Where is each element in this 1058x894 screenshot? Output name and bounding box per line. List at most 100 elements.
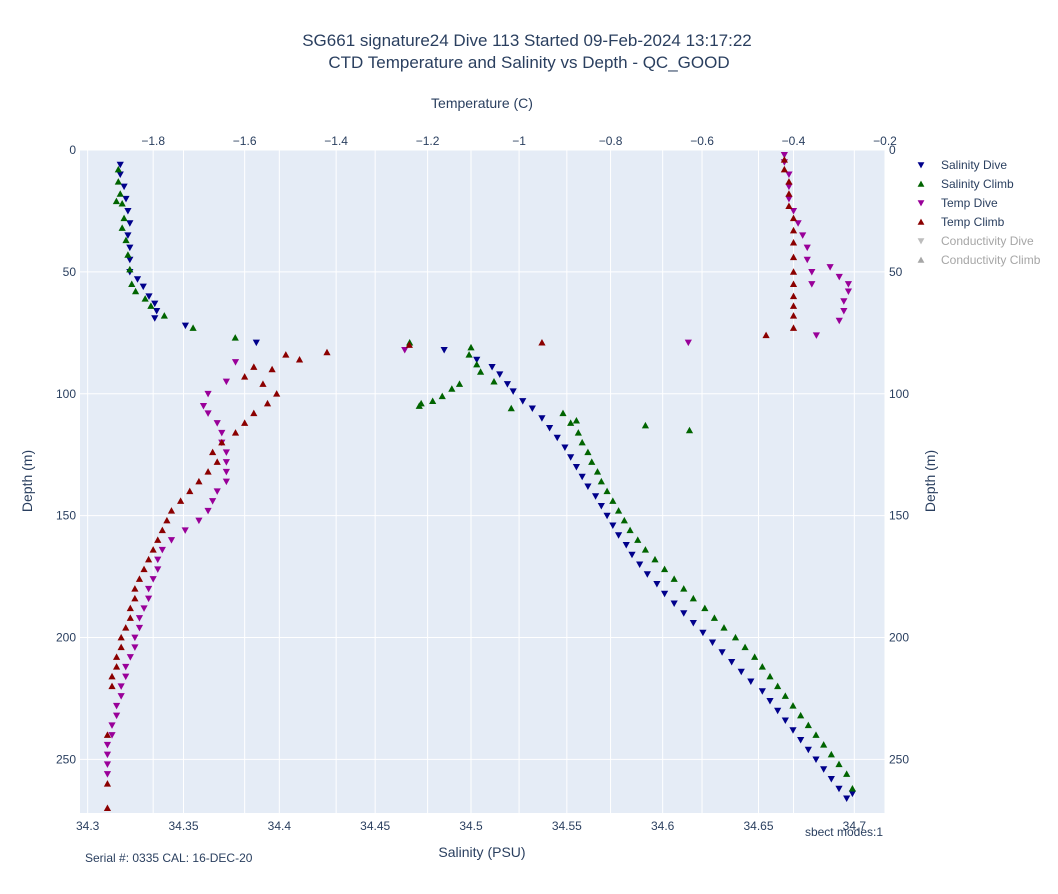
temp-climb-point — [789, 302, 798, 309]
temp-dive-point — [204, 390, 212, 398]
legend-label: Salinity Dive — [941, 158, 1007, 172]
salinity-climb-point — [685, 426, 694, 434]
temp-dive-point — [131, 644, 139, 651]
temp-dive-point — [222, 449, 230, 456]
temp-dive-point — [835, 273, 843, 281]
salinity-dive-point — [774, 707, 782, 715]
temp-climb-point — [785, 190, 793, 197]
temp-dive-point — [231, 359, 240, 366]
temp-dive-point — [103, 761, 112, 768]
salinity-dive-point — [122, 195, 130, 203]
salinity-dive-point — [181, 322, 190, 330]
depth-tick-label-right: 150 — [889, 509, 909, 523]
temp-climb-point — [186, 487, 194, 495]
salinity-dive-point — [660, 590, 669, 598]
depth-axis-title-left: Depth (m) — [19, 450, 35, 512]
salinity-climb-point — [848, 785, 857, 792]
temp-climb-point — [126, 614, 134, 621]
temp-dive-point — [826, 264, 834, 271]
salinity-tick-label: 34.4 — [268, 819, 292, 833]
salinity-dive-point — [509, 388, 517, 395]
salinity-climb-point — [448, 385, 456, 392]
temp-climb-point — [163, 516, 171, 524]
salinity-dive-point — [120, 183, 128, 191]
salinity-dive-point — [116, 161, 124, 169]
temp-climb-point — [126, 604, 134, 612]
legend-item-salinity-dive[interactable]: Salinity Dive — [917, 158, 1008, 172]
salinity-climb-point — [438, 392, 446, 400]
temp-climb-point — [789, 312, 798, 319]
temp-dive-point — [145, 595, 153, 603]
temp-climb-point — [112, 653, 121, 660]
salinity-climb-point — [126, 265, 134, 273]
salinity-tick-label: 34.45 — [360, 819, 390, 833]
temp-dive-point — [844, 288, 853, 295]
data-markers — [103, 151, 857, 812]
salinity-dive-point — [591, 493, 600, 500]
salinity-dive-point — [708, 639, 717, 646]
salinity-dive-point — [561, 444, 569, 451]
temperature-tick-label: −1.6 — [233, 134, 257, 148]
temp-climb-point — [103, 731, 112, 738]
salinity-climb-point — [626, 526, 634, 534]
salinity-climb-point — [507, 404, 515, 412]
salinity-tick-label: 34.65 — [743, 819, 773, 833]
salinity-climb-point — [559, 409, 567, 417]
temp-dive-point — [131, 634, 139, 642]
salinity-dive-point — [572, 463, 581, 471]
temp-climb-point — [218, 438, 226, 446]
legend-item-temp-climb[interactable]: Temp Climb — [917, 215, 1005, 229]
temp-climb-point — [149, 546, 157, 553]
salinity-dive-point — [603, 512, 611, 520]
temp-dive-point — [126, 654, 134, 661]
temp-climb-point — [273, 390, 281, 397]
legend-label: Temp Dive — [941, 196, 998, 210]
temp-dive-series — [103, 151, 853, 778]
salinity-dive-point — [538, 415, 546, 422]
salinity-dive-point — [488, 364, 496, 371]
salinity-dive-point — [636, 561, 644, 568]
temp-dive-point — [808, 268, 816, 276]
salinity-climb-point — [118, 200, 126, 207]
salinity-climb-point — [465, 351, 473, 358]
salinity-dive-point — [584, 483, 592, 490]
temp-dive-point — [154, 566, 162, 573]
salinity-climb-point — [597, 477, 605, 485]
temp-climb-point — [785, 178, 793, 185]
salinity-climb-point — [835, 760, 843, 768]
salinity-dive-point — [528, 405, 536, 412]
salinity-dive-point — [797, 736, 805, 744]
temp-dive-point — [103, 741, 112, 749]
temperature-tick-label: −0.2 — [873, 134, 897, 148]
temp-dive-point — [158, 546, 166, 554]
temp-climb-point — [167, 507, 176, 514]
legend-marker-icon — [917, 180, 925, 187]
legend-item-conductivity-dive[interactable]: Conductivity Dive — [917, 234, 1034, 248]
temp-dive-point — [222, 459, 230, 466]
temp-dive-point — [803, 256, 811, 264]
salinity-dive-point — [680, 610, 688, 617]
sbect-modes-note: sbect modes:1 — [805, 825, 883, 839]
legend-item-conductivity-climb[interactable]: Conductivity Climb — [917, 253, 1041, 267]
salinity-climb-point — [593, 468, 602, 475]
temperature-tick-label: −1.8 — [141, 134, 165, 148]
temp-climb-point — [789, 268, 798, 275]
salinity-dive-point — [252, 339, 260, 347]
temp-dive-point — [135, 615, 144, 622]
salinity-axis-title: Salinity (PSU) — [438, 844, 525, 860]
axis-ticks: 34.3 34.35 34.4 34.45 34.5 34.55 34.6 34.65 34.7… — [56, 134, 909, 833]
legend-marker-icon — [917, 218, 925, 225]
temp-dive-point — [103, 771, 112, 778]
temp-climb-point — [117, 643, 125, 651]
legend-item-salinity-climb[interactable]: Salinity Climb — [917, 177, 1014, 191]
temp-dive-point — [799, 232, 807, 239]
legend-item-temp-dive[interactable]: Temp Dive — [917, 196, 998, 210]
salinity-dive-point — [151, 300, 159, 308]
temp-dive-point — [154, 556, 162, 564]
temp-climb-point — [538, 338, 546, 346]
legend: Salinity Dive Salinity Climb Temp Dive Temp… — [917, 158, 1041, 267]
salinity-climb-point — [789, 702, 797, 709]
salinity-climb-point — [584, 448, 592, 456]
temp-climb-point — [231, 429, 240, 436]
temp-climb-point — [780, 156, 788, 163]
